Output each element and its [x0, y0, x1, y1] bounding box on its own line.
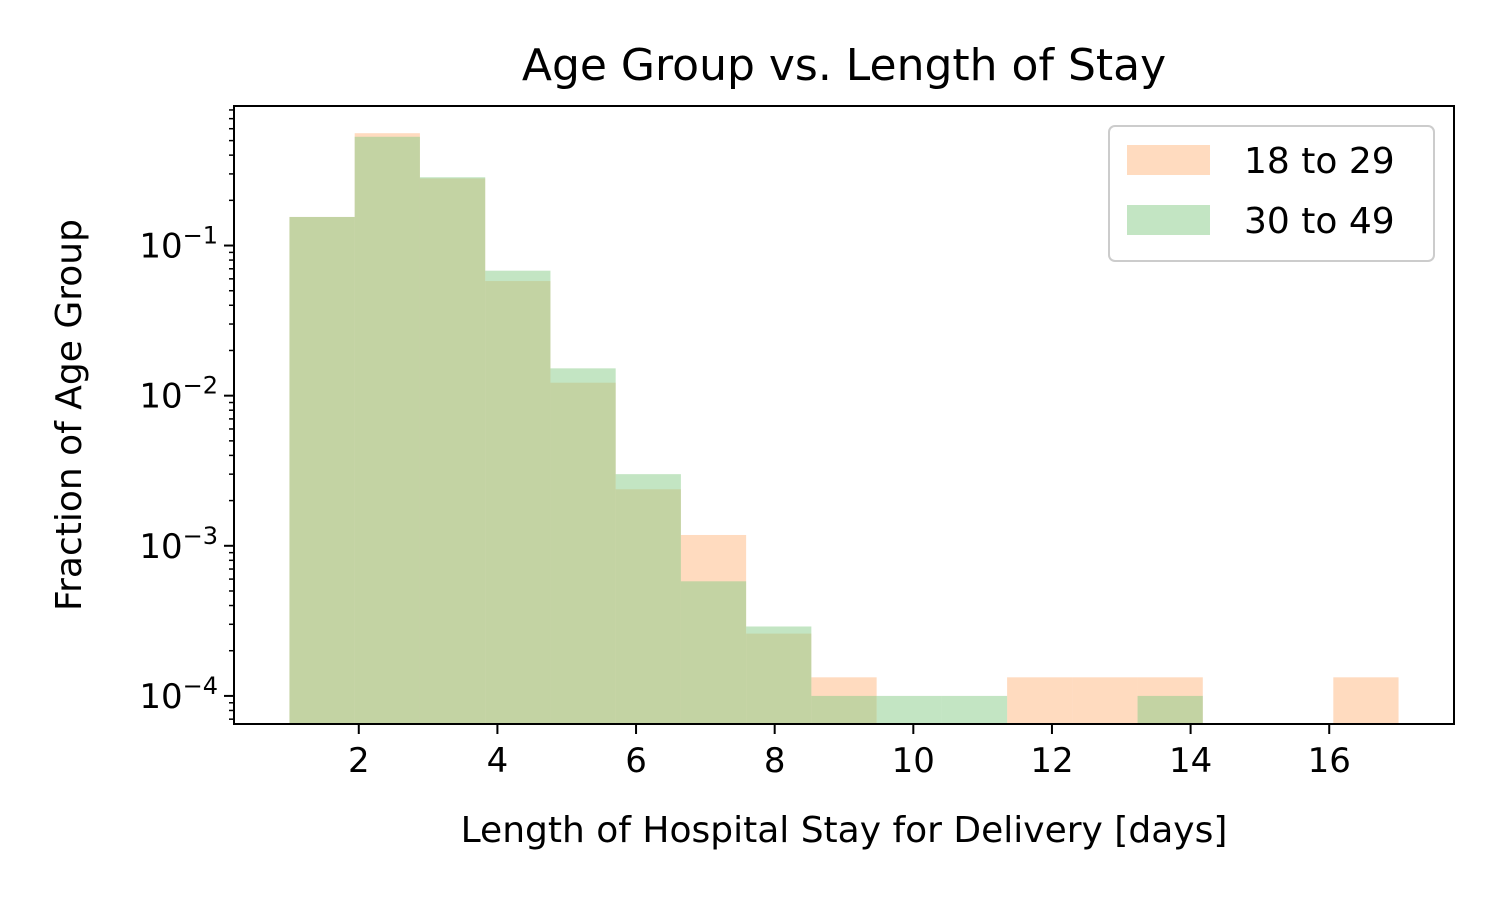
legend-swatch-18-to-29: [1127, 145, 1210, 175]
bar-30-to-49-bin-6: [680, 581, 747, 724]
bar-30-to-49-bin-8: [811, 695, 877, 724]
x-tick-label-12: 12: [1030, 741, 1073, 781]
y-tick-label-0: 10−1: [139, 222, 218, 267]
y-tick-label-2: 10−3: [139, 522, 218, 567]
plot-frame: [233, 105, 1455, 725]
x-tick-label-14: 14: [1169, 741, 1212, 781]
legend-swatch-30-to-49: [1127, 205, 1210, 235]
bars-layer: [289, 133, 1399, 725]
bar-30-to-49-bin-0: [289, 216, 355, 724]
x-tick-label-16: 16: [1308, 741, 1351, 781]
bar-18-to-29-bin-12: [1072, 677, 1138, 724]
x-axis-label: Length of Hospital Stay for Delivery [da…: [461, 810, 1228, 851]
y-tick-label-3: 10−4: [139, 672, 218, 717]
bar-30-to-49-bin-4: [550, 368, 616, 724]
legend-label-18-to-29: 18 to 29: [1244, 141, 1395, 182]
y-axis-label: Fraction of Age Group: [49, 219, 90, 611]
x-tick-label-2: 2: [348, 741, 370, 781]
x-tick-label-4: 4: [487, 741, 509, 781]
bar-18-to-29-bin-16: [1333, 677, 1399, 724]
x-tick-label-8: 8: [764, 741, 786, 781]
chart-title: Age Group vs. Length of Stay: [522, 40, 1166, 91]
x-tick-label-10: 10: [892, 741, 935, 781]
bar-30-to-49-bin-2: [419, 177, 486, 725]
bar-30-to-49-bin-1: [354, 136, 420, 724]
bar-30-to-49-bin-7: [746, 626, 812, 724]
bar-30-to-49-bin-10: [941, 695, 1008, 724]
bar-30-to-49-bin-3: [485, 270, 551, 724]
x-tick-label-6: 6: [625, 741, 647, 781]
legend-label-30-to-49: 30 to 49: [1244, 201, 1395, 242]
legend: 18 to 29 30 to 49: [1108, 125, 1435, 262]
y-axis: 10−1 10−2 10−3 10−4: [139, 109, 234, 720]
y-tick-label-1: 10−2: [139, 372, 218, 417]
bar-18-to-29-bin-11: [1007, 677, 1073, 724]
bar-30-to-49-bin-9: [876, 695, 942, 724]
x-axis: 2 4 6 8 10 12 14 16: [348, 724, 1351, 781]
bar-30-to-49-bin-13: [1137, 695, 1203, 724]
bar-30-to-49-bin-5: [615, 474, 681, 724]
